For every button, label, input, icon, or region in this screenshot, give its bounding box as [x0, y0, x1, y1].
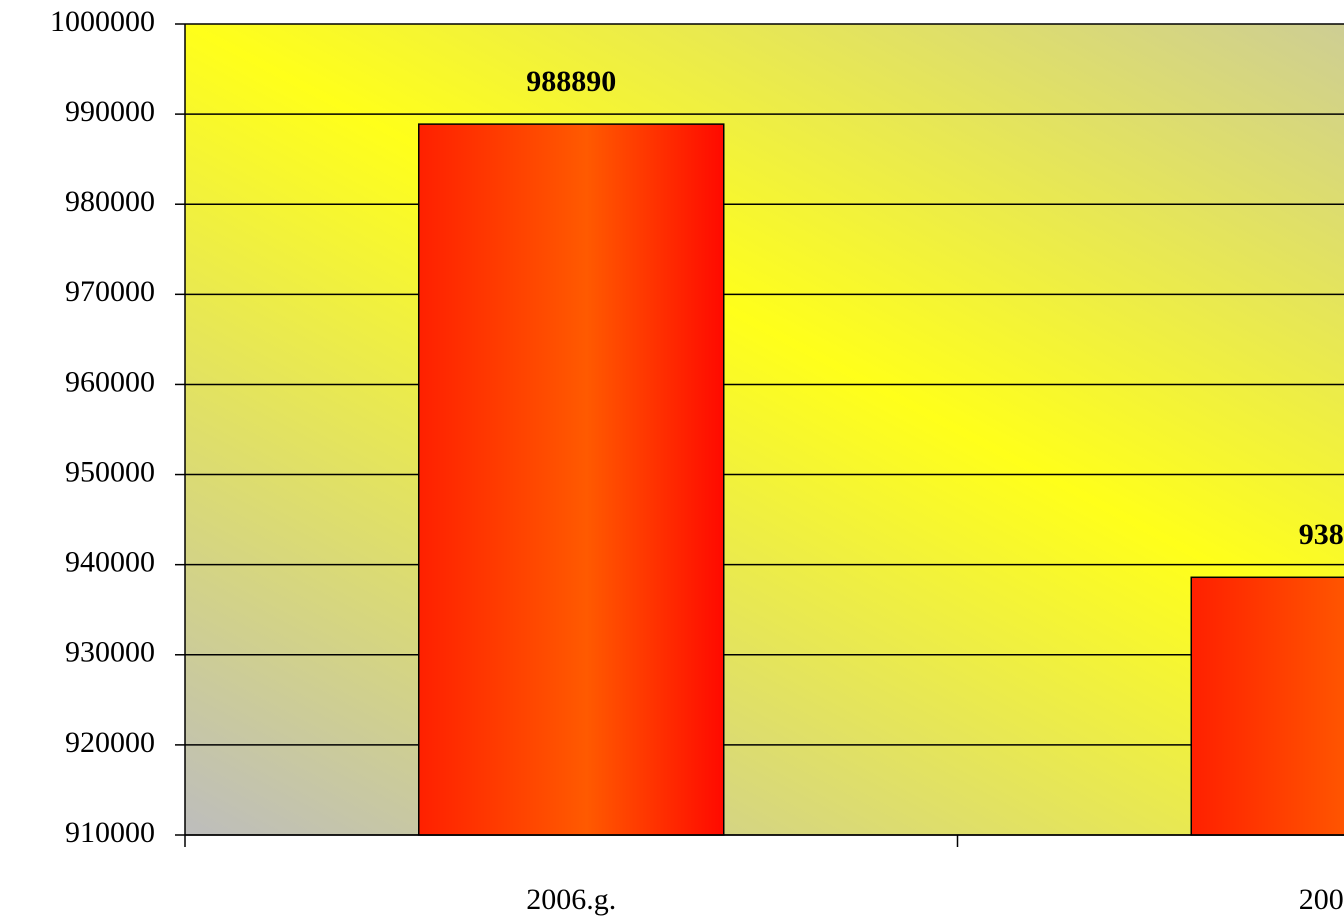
- y-tick-label: 920000: [65, 726, 155, 759]
- y-tick-label: 960000: [65, 365, 155, 398]
- axes: 910000 920000 930000 940000 950000 960000 9700…: [50, 5, 1344, 916]
- y-tick-label: 930000: [65, 636, 155, 669]
- data-label: 988890: [526, 65, 616, 98]
- bar: [1190, 576, 1344, 836]
- y-tick-label: 990000: [65, 95, 155, 128]
- y-tick-label: 950000: [65, 455, 155, 488]
- x-tick-label: 2006.g.: [526, 883, 616, 916]
- y-tick-label: 940000: [65, 546, 155, 579]
- x-tick-label: 2007.g.: [1299, 883, 1344, 916]
- bar: [418, 123, 725, 836]
- y-tick-label: 970000: [65, 275, 155, 308]
- plot-area: [185, 24, 1344, 835]
- data-label: 938600: [1299, 518, 1344, 551]
- y-tick-label: 1000000: [50, 5, 155, 38]
- y-tick-label: 910000: [65, 816, 155, 849]
- y-tick-label: 980000: [65, 185, 155, 218]
- bars: 988890 938600: [418, 65, 1344, 836]
